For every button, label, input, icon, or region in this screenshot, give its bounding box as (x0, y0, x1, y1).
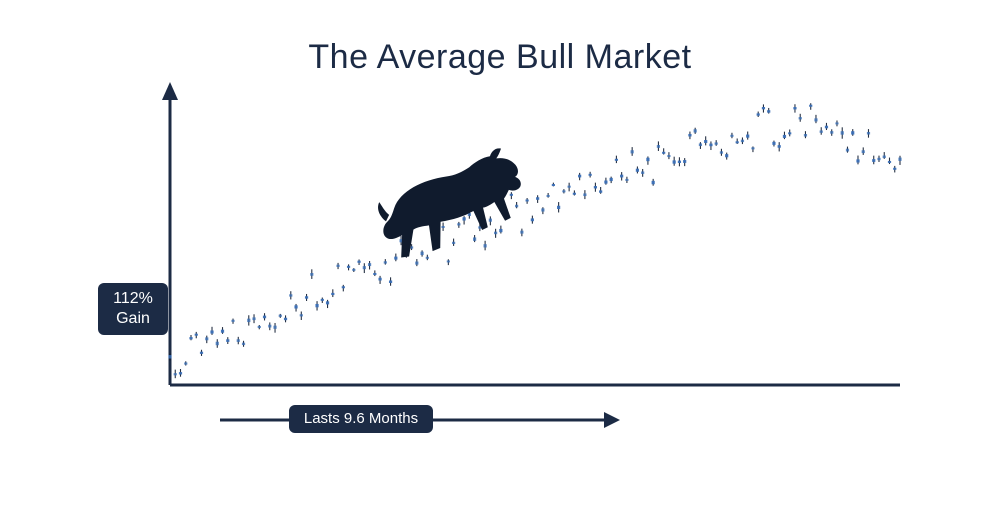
bull-icon (372, 146, 529, 260)
chart-svg (0, 0, 1000, 505)
y-axis-badge: 112% Gain (98, 283, 168, 335)
infographic-stage: The Average Bull Market 112% Gain Lasts … (0, 0, 1000, 505)
axes-group (162, 82, 900, 385)
x-axis-badge: Lasts 9.6 Months (289, 405, 433, 433)
candles-group (168, 103, 901, 378)
